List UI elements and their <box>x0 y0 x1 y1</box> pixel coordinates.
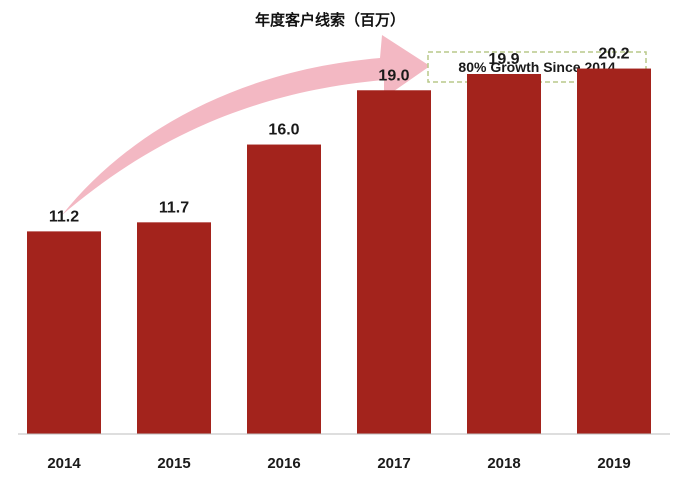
value-label-2017: 19.0 <box>378 67 409 84</box>
x-tick-label-2019: 2019 <box>597 455 630 472</box>
value-label-2016: 16.0 <box>268 122 299 139</box>
bar-2014 <box>27 231 101 434</box>
x-tick-label-2016: 2016 <box>267 455 300 472</box>
growth-annotation-text: 80% Growth Since 2014 <box>458 59 615 75</box>
bars-group <box>27 68 651 435</box>
bar-2018 <box>467 73 541 434</box>
value-label-2015: 11.7 <box>159 199 189 216</box>
x-tick-label-2018: 2018 <box>487 455 520 472</box>
bar-2016 <box>247 144 321 434</box>
value-label-2014: 11.2 <box>49 208 79 225</box>
bar-2015 <box>137 222 211 434</box>
bar-2019 <box>577 68 651 435</box>
chart-title: 年度客户线索（百万） <box>255 11 405 29</box>
growth-arrow <box>62 35 430 215</box>
bar-2017 <box>357 90 431 434</box>
value-label-2019: 20.2 <box>598 46 629 63</box>
value-labels-group: 11.2 11.7 16.0 19.0 19.9 20.2 <box>49 46 630 226</box>
x-tick-label-2014: 2014 <box>47 455 81 472</box>
x-tick-label-2015: 2015 <box>157 455 190 472</box>
x-tick-labels-group: 2014 2015 2016 2017 2018 2019 <box>47 455 630 472</box>
value-label-2018: 19.9 <box>488 51 519 68</box>
x-tick-label-2017: 2017 <box>377 455 410 472</box>
